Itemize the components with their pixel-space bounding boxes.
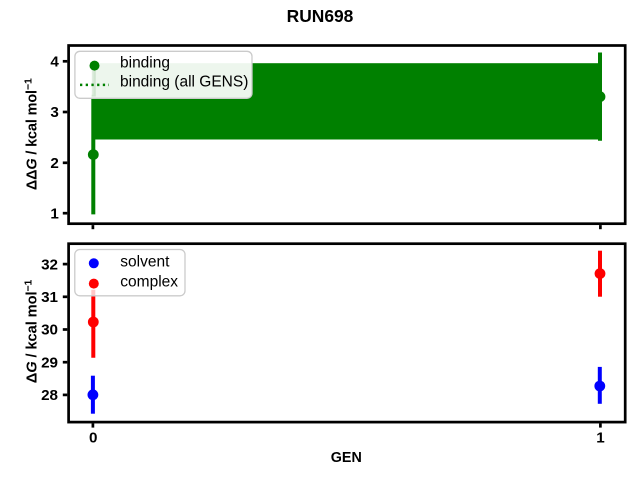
svg-text:ΔG / kcal mol−1: ΔG / kcal mol−1 — [22, 279, 40, 383]
svg-text:0: 0 — [89, 429, 97, 446]
svg-text:31: 31 — [41, 289, 58, 306]
svg-text:1: 1 — [596, 429, 605, 446]
svg-text:4: 4 — [50, 54, 59, 71]
svg-text:2: 2 — [50, 155, 58, 172]
svg-text:RUN698: RUN698 — [287, 6, 354, 26]
svg-text:30: 30 — [41, 322, 58, 339]
svg-text:complex: complex — [120, 274, 178, 291]
svg-text:ΔΔG / kcal mol−1: ΔΔG / kcal mol−1 — [22, 78, 40, 190]
svg-text:32: 32 — [41, 256, 58, 273]
svg-text:binding (all GENS): binding (all GENS) — [120, 73, 248, 90]
svg-text:28: 28 — [41, 387, 58, 404]
svg-text:29: 29 — [41, 354, 58, 371]
svg-text:solvent: solvent — [120, 253, 170, 270]
svg-text:GEN: GEN — [331, 450, 362, 466]
svg-text:1: 1 — [50, 205, 59, 222]
svg-text:3: 3 — [50, 104, 58, 121]
svg-text:binding: binding — [120, 55, 170, 72]
